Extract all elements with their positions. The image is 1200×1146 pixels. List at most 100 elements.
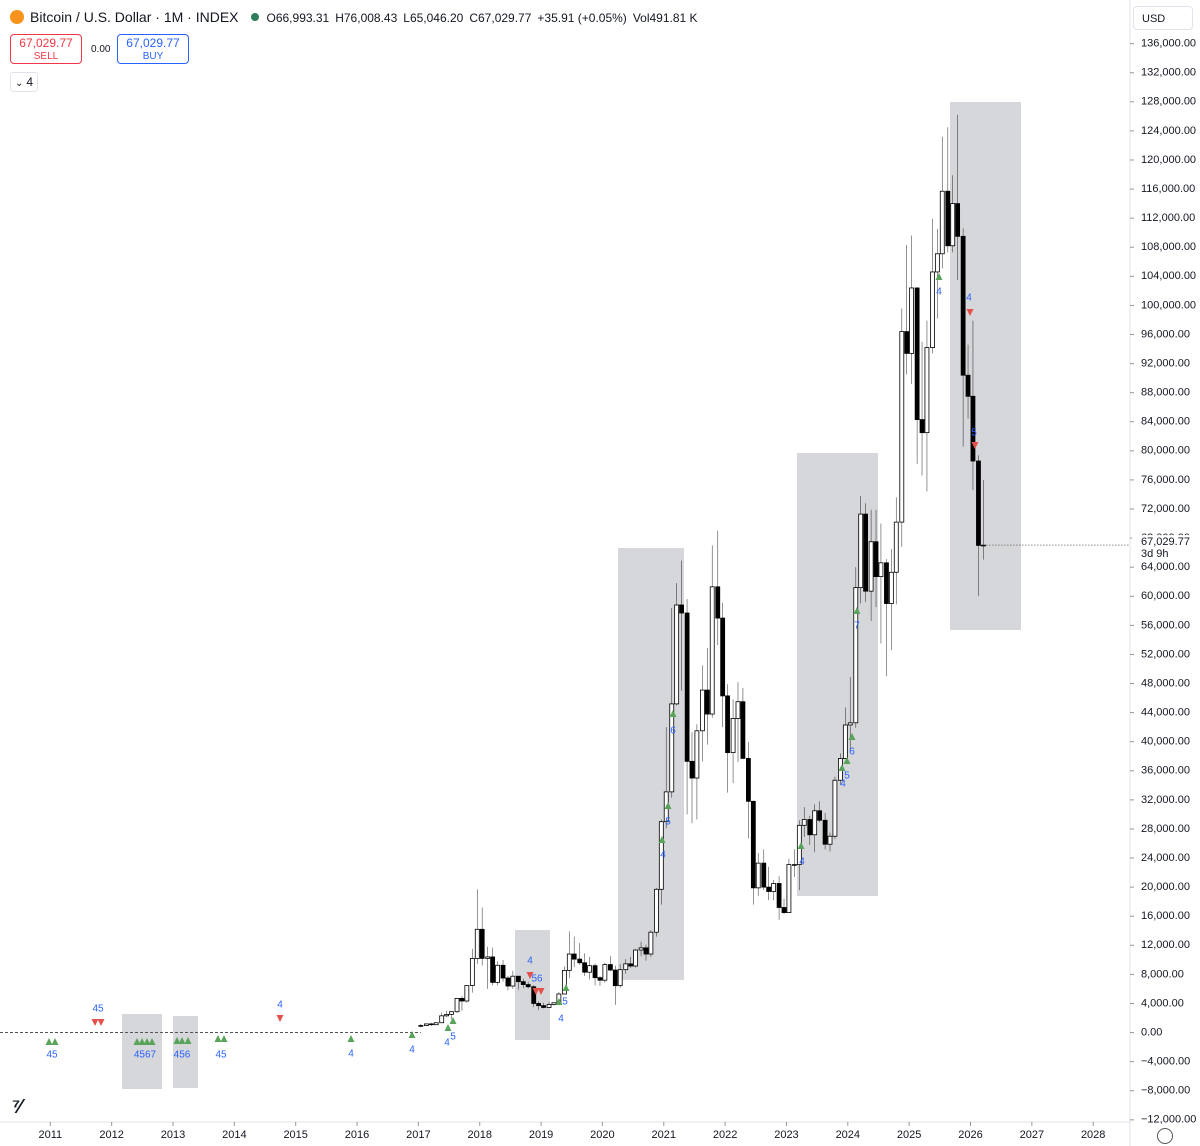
currency-select[interactable]: USD xyxy=(1133,6,1193,30)
x-tick-label: 2012 xyxy=(99,1129,123,1141)
buy-signal xyxy=(143,1038,151,1045)
candle-body xyxy=(669,703,675,793)
candle-body xyxy=(607,964,613,971)
buy-signal xyxy=(51,1038,59,1045)
settings-button[interactable] xyxy=(1157,1128,1173,1144)
candle-body xyxy=(740,701,746,759)
buy-signal xyxy=(408,1031,416,1038)
y-tick-label: 36,000.00 xyxy=(1141,765,1190,777)
signal-count: 45 xyxy=(92,1004,104,1015)
candle-body xyxy=(893,521,899,573)
y-tick-label: 88,000.00 xyxy=(1141,387,1190,399)
candle-body xyxy=(520,981,526,985)
candle-body xyxy=(863,513,868,592)
candle-body xyxy=(899,331,905,523)
y-tick-label: 16,000.00 xyxy=(1141,910,1190,922)
countdown-label: 3d 9h xyxy=(1141,548,1169,560)
highlight-box xyxy=(122,1014,162,1089)
candle-body xyxy=(587,965,592,973)
ohlc-low: L65,046.20 xyxy=(403,11,464,25)
signal-count: 45 xyxy=(46,1050,58,1061)
candle-body xyxy=(709,586,715,715)
indicator-count: 4 xyxy=(26,75,34,89)
signal-count: 4 xyxy=(444,1038,450,1049)
signal-count: 7 xyxy=(854,621,860,632)
ohlc: O66,993.31 H76,008.43 L65,046.20 C67,029.77… xyxy=(267,9,704,25)
y-tick-label: 0.00 xyxy=(1141,1026,1162,1038)
candle-body xyxy=(617,969,623,987)
x-tick-label: 2022 xyxy=(713,1129,737,1141)
signal-count: 4 xyxy=(660,850,666,861)
buy-signal xyxy=(173,1037,181,1044)
candle-body xyxy=(930,271,935,348)
candle-body xyxy=(592,965,598,979)
candle-body xyxy=(750,800,756,889)
sell-signal xyxy=(97,1019,105,1026)
indicator-toggle[interactable]: ⌄ 4 xyxy=(10,72,38,92)
buy-signal xyxy=(133,1038,141,1045)
x-tick-label: 2017 xyxy=(406,1129,430,1141)
candle-body xyxy=(459,997,465,1002)
y-tick-label: 120,000.00 xyxy=(1141,154,1196,166)
candle-body xyxy=(658,821,664,890)
ohlc-change: +35.91 (+0.05%) xyxy=(537,11,627,25)
candle-body xyxy=(418,1025,424,1027)
sell-button[interactable]: 67,029.77 SELL xyxy=(10,34,82,64)
candle-body xyxy=(525,984,531,988)
candle-body xyxy=(469,957,475,986)
candle-body xyxy=(694,730,700,779)
sell-label: SELL xyxy=(33,51,59,62)
y-tick-label: −12,000.00 xyxy=(1141,1114,1196,1126)
candle-body xyxy=(858,513,864,588)
candle-body xyxy=(868,541,874,592)
candle-body xyxy=(771,883,776,892)
candle-body xyxy=(965,374,971,397)
candle-body xyxy=(766,886,772,892)
signal-count: 4 xyxy=(799,857,805,868)
candle-body xyxy=(807,819,813,836)
y-tick-label: 72,000.00 xyxy=(1141,503,1190,515)
candle-body xyxy=(684,612,690,762)
candle-body xyxy=(571,953,577,960)
signal-count: 5 xyxy=(562,997,568,1008)
y-tick-label: 56,000.00 xyxy=(1141,619,1190,631)
y-tick-label: 24,000.00 xyxy=(1141,852,1190,864)
candle-body xyxy=(832,779,838,837)
status-dot xyxy=(250,13,259,21)
x-tick-label: 2016 xyxy=(345,1129,369,1141)
x-tick-label: 2025 xyxy=(897,1129,921,1141)
buy-button[interactable]: 67,029.77 BUY xyxy=(117,34,189,64)
candle-body xyxy=(633,949,638,967)
buy-signal xyxy=(138,1038,146,1045)
candle-body xyxy=(904,331,910,354)
sell-signal xyxy=(91,1019,99,1026)
buy-label: BUY xyxy=(142,51,164,62)
candle-body xyxy=(888,571,894,604)
y-tick-label: 80,000.00 xyxy=(1141,445,1190,457)
buy-signal xyxy=(148,1038,156,1045)
candle-body xyxy=(960,235,966,376)
candle-body xyxy=(817,810,822,821)
y-tick-label: 124,000.00 xyxy=(1141,125,1196,137)
y-tick-label: 20,000.00 xyxy=(1141,881,1190,893)
x-tick-label: 2015 xyxy=(283,1129,307,1141)
y-tick-label: 84,000.00 xyxy=(1141,416,1190,428)
signal-count: 6 xyxy=(670,726,676,737)
y-tick-label: 108,000.00 xyxy=(1141,241,1196,253)
candle-body xyxy=(674,604,680,705)
candle-body xyxy=(970,395,976,462)
signal-count: 4 xyxy=(558,1014,564,1025)
candle-body xyxy=(623,963,629,971)
candle-body xyxy=(515,975,521,983)
candle-body xyxy=(755,862,761,889)
signal-count: 4 xyxy=(277,1000,283,1011)
sell-signal xyxy=(526,972,534,979)
candle-body xyxy=(827,835,833,845)
symbol-title[interactable]: Bitcoin / U.S. Dollar · 1M · INDEX xyxy=(30,9,239,25)
candle-body xyxy=(720,617,726,697)
sell-signal xyxy=(971,442,979,449)
candle-body xyxy=(485,956,491,959)
y-tick-label: −4,000.00 xyxy=(1141,1056,1190,1068)
signal-count: 5 xyxy=(844,771,850,782)
